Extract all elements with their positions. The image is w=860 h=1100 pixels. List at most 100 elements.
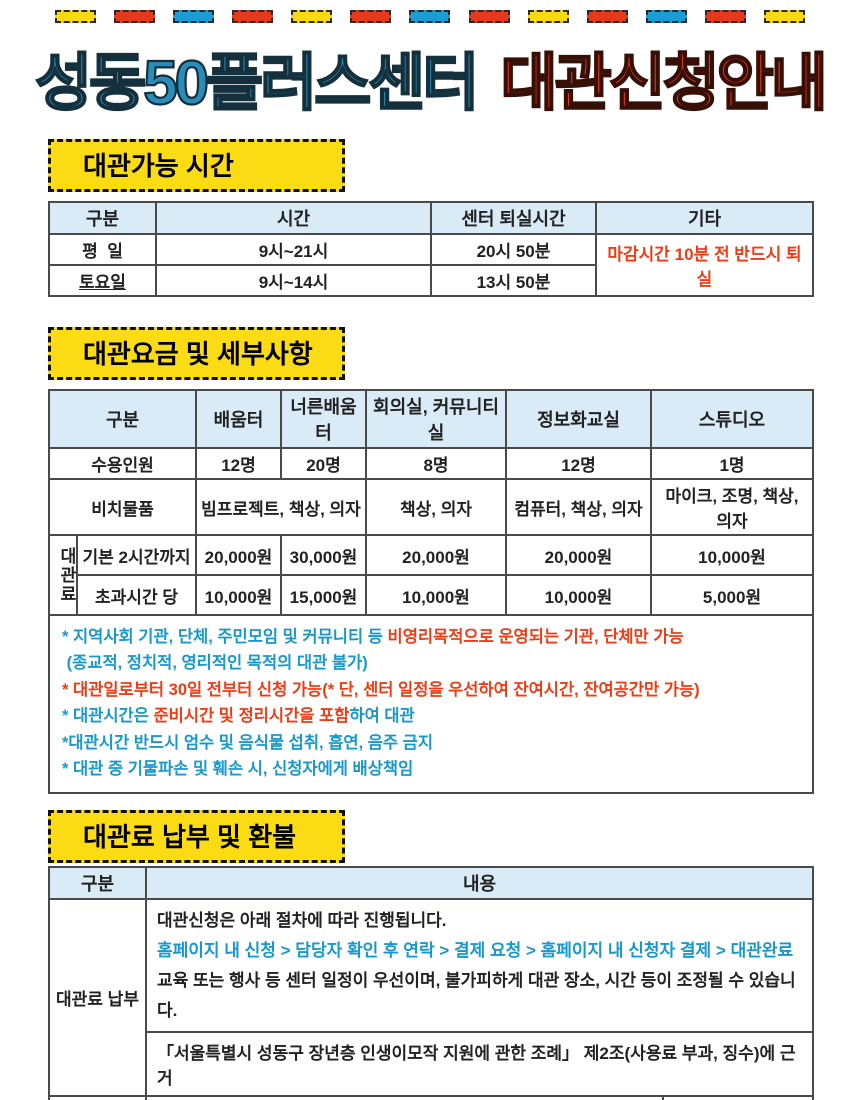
fee-over-label: 초과시간 당 — [76, 574, 197, 616]
deco-block-yellow — [291, 10, 333, 23]
hours-col-time: 시간 — [155, 201, 432, 235]
saturday-time: 9시~14시 — [155, 264, 432, 297]
table-row-pay-basis: 「서울특별시 성동구 장년층 인생이모작 지원에 관한 조례」 제2조(사용료 … — [49, 1031, 814, 1098]
fees-header-row: 구분 배움터 너른배움터 회의실, 커뮤니티실 정보화교실 스튜디오 — [48, 389, 814, 449]
items-1: 빔프로젝트, 책상, 의자 — [195, 478, 367, 536]
deco-block-yellow — [55, 10, 96, 23]
capacity-2: 20명 — [280, 447, 367, 480]
pay-line-3: 교육 또는 행사 등 센터 일정이 우선이며, 불가피하게 대관 장소, 시간 … — [157, 970, 796, 1020]
payment-col-category: 구분 — [48, 866, 147, 901]
capacity-5: 1명 — [650, 447, 814, 480]
note-2-blue: (종교적, 정치적, 영리적인 목적의 대관 불가) — [62, 654, 368, 673]
note-1-blue: * 지역사회 기관, 단체, 주민모임 및 커뮤니티 등 — [62, 628, 388, 646]
table-row-notes: * 지역사회 기관, 단체, 주민모임 및 커뮤니티 등 비영리목적으로 운영되… — [48, 613, 814, 795]
deco-block-red — [232, 10, 274, 23]
hours-header-row: 구분 시간 센터 퇴실시간 기타 — [48, 201, 814, 235]
deco-block-blue — [645, 10, 687, 23]
capacity-1: 12명 — [195, 447, 282, 480]
fees-col-neoreun: 너른배움터 — [280, 389, 367, 449]
fees-col-studio: 스튜디오 — [650, 389, 814, 449]
weekday-label: 평 일 — [48, 233, 157, 266]
section-hours-heading: 대관가능 시간 — [48, 139, 345, 192]
fee-basic-label: 기본 2시간까지 — [76, 534, 197, 576]
hours-table: 구분 시간 센터 퇴실시간 기타 평 일 9시~21시 20시 50분 마감시간… — [48, 201, 814, 297]
hours-col-exit: 센터 퇴실시간 — [430, 201, 597, 235]
hours-col-category: 구분 — [48, 201, 157, 235]
fee-over-1: 10,000원 — [195, 574, 282, 616]
payment-col-content: 내용 — [145, 866, 814, 901]
deco-block-blue — [409, 10, 451, 23]
table-row-pay-content: 대관료 납부 대관신청은 아래 절차에 따라 진행됩니다. 홈페이지 내 신청 … — [48, 898, 814, 1098]
items-label: 비치물품 — [48, 478, 197, 536]
section-fees-heading: 대관요금 및 세부사항 — [48, 327, 345, 380]
section-payment-table-wrap: 구분 내용 대관료 납부 대관신청은 아래 절차에 따라 진행됩니다. 홈페이지… — [48, 866, 814, 1100]
table-row-weekday: 평 일 9시~21시 20시 50분 마감시간 10분 전 반드시 퇴실 — [48, 233, 814, 297]
fee-group-label: 대관료 — [48, 534, 78, 616]
fee-basic-5: 10,000원 — [650, 534, 814, 576]
refund-case-1: 시설의 안전관리 및 유지보수 등 센터의 책임으로 공간을 이용할 수 없게 … — [145, 1095, 664, 1100]
fees-table: 구분 배움터 너른배움터 회의실, 커뮤니티실 정보화교실 스튜디오 수용인원 … — [48, 389, 814, 795]
deco-block-red — [586, 10, 628, 23]
table-row-items: 비치물품 빔프로젝트, 책상, 의자 책상, 의자 컴퓨터, 책상, 의자 마이… — [48, 478, 814, 536]
fees-col-category: 구분 — [48, 389, 197, 449]
weekday-time: 9시~21시 — [155, 233, 432, 266]
items-2: 책상, 의자 — [365, 478, 507, 536]
fees-notes: * 지역사회 기관, 단체, 주민모임 및 커뮤니티 등 비영리목적으로 운영되… — [48, 613, 814, 795]
pay-line-1: 대관신청은 아래 절차에 따라 진행됩니다. — [157, 911, 447, 931]
pay-line-2-process: 홈페이지 내 신청 > 담당자 확인 후 연락 > 결제 요청 > 홈페이지 내… — [157, 941, 794, 961]
fee-basic-4: 20,000원 — [505, 534, 652, 576]
note-line-3: * 대관일로부터 30일 전부터 신청 가능(* 단, 센터 일정을 우선하여 … — [62, 677, 804, 703]
note-line-2: (종교적, 정치적, 영리적인 목적의 대관 불가) — [62, 650, 804, 676]
fees-col-baeumteo: 배움터 — [195, 389, 282, 449]
items-4: 마이크, 조명, 책상, 의자 — [650, 478, 814, 536]
deco-block-red — [468, 10, 510, 23]
page-title: 성동50플러스센터 대관신청안내 — [0, 41, 860, 127]
note-line-5: *대관시간 반드시 엄수 및 음식물 섭취, 흡연, 음주 금지 — [62, 730, 804, 756]
note-4-blue1: * 대관시간은 — [62, 707, 154, 726]
items-3: 컴퓨터, 책상, 의자 — [505, 478, 652, 536]
refund-label: 대관료 환불 — [48, 1095, 147, 1100]
saturday-exit: 13시 50분 — [430, 264, 597, 297]
hours-col-etc: 기타 — [595, 201, 814, 235]
fee-group-vertical-text: 대관료 — [57, 546, 76, 604]
table-row-saturday: 토요일 9시~14시 13시 50분 — [48, 264, 813, 297]
note-1-red: 비영리목적으로 운영되는 기관, 단체만 가능 — [387, 628, 684, 646]
section-hours-table-wrap: 구분 시간 센터 퇴실시간 기타 평 일 9시~21시 20시 50분 마감시간… — [48, 201, 814, 297]
capacity-4: 12명 — [505, 447, 652, 480]
capacity-3: 8명 — [365, 447, 507, 480]
fees-col-info: 정보화교실 — [505, 389, 652, 449]
section-hours: 대관가능 시간 — [48, 139, 812, 192]
table-row-capacity: 수용인원 12명 20명 8명 12명 1명 — [48, 447, 814, 480]
table-row-fee-over: 초과시간 당 10,000원 15,000원 10,000원 10,000원 5… — [49, 574, 814, 616]
pay-basis: 「서울특별시 성동구 장년층 인생이모작 지원에 관한 조례」 제2조(사용료 … — [145, 1031, 814, 1098]
deco-strip-top — [55, 10, 805, 23]
note-line-6: * 대관 중 기물파손 및 훼손 시, 신청자에게 배상책임 — [62, 756, 804, 782]
fees-col-meeting: 회의실, 커뮤니티실 — [365, 389, 507, 449]
deco-block-yellow — [763, 10, 805, 23]
fee-over-3: 10,000원 — [365, 574, 507, 616]
deco-block-red — [350, 10, 392, 23]
deco-block-red — [114, 10, 156, 23]
fee-basic-2: 30,000원 — [280, 534, 367, 576]
pay-content: 대관신청은 아래 절차에 따라 진행됩니다. 홈페이지 내 신청 > 담당자 확… — [145, 898, 814, 1034]
title-center-name: 성동50플러스센터 — [34, 48, 480, 119]
deco-block-blue — [173, 10, 215, 23]
title-rental-guide: 대관신청안내 — [500, 48, 829, 119]
table-row-fee-basic: 대관료 기본 2시간까지 20,000원 30,000원 20,000원 20,… — [48, 534, 814, 616]
weekday-exit: 20시 50분 — [430, 233, 597, 266]
closing-note: 마감시간 10분 전 반드시 퇴실 — [595, 233, 814, 297]
deco-block-yellow — [527, 10, 569, 23]
full-refund-badge: 전액 환불 — [662, 1095, 814, 1100]
section-fees: 대관요금 및 세부사항 — [48, 327, 812, 380]
section-fees-table-wrap: 구분 배움터 너른배움터 회의실, 커뮤니티실 정보화교실 스튜디오 수용인원 … — [48, 389, 814, 795]
fee-over-4: 10,000원 — [505, 574, 652, 616]
deco-block-red — [704, 10, 746, 23]
note-line-4: * 대관시간은 준비시간 및 정리시간을 포함하여 대관 — [62, 703, 804, 729]
note-4-blue2: 하여 대관 — [349, 707, 415, 726]
payment-table: 구분 내용 대관료 납부 대관신청은 아래 절차에 따라 진행됩니다. 홈페이지… — [48, 866, 814, 1100]
note-5-blue: *대관시간 반드시 엄수 및 음식물 섭취, 흡연, 음주 금지 — [62, 733, 434, 752]
note-6-blue: * 대관 중 기물파손 및 훼손 시, 신청자에게 배상책임 — [62, 759, 414, 778]
note-line-1: * 지역사회 기관, 단체, 주민모임 및 커뮤니티 등 비영리목적으로 운영되… — [62, 624, 804, 650]
note-3-red: * 대관일로부터 30일 전부터 신청 가능(* 단, 센터 일정을 우선하여 … — [62, 680, 700, 699]
